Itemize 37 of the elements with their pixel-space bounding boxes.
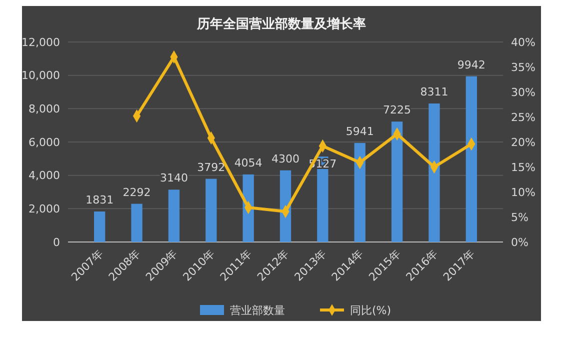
y-tick-label: 10,000 — [22, 69, 60, 82]
y2-tick-label: 10% — [511, 186, 536, 199]
y2-tick-label: 15% — [511, 160, 536, 174]
data-label: 2292 — [122, 186, 151, 199]
y-tick-label: 2,000 — [28, 202, 60, 216]
data-label: 4054 — [234, 156, 262, 170]
data-label: 5941 — [346, 124, 374, 138]
data-label: 3140 — [160, 172, 188, 185]
y2-tick-label: 30% — [511, 86, 536, 99]
bar — [168, 190, 180, 242]
y-tick-label: 6,000 — [28, 136, 60, 149]
legend-label: 同比(%) — [350, 304, 392, 317]
data-label: 4300 — [272, 152, 300, 166]
bar — [131, 204, 142, 242]
data-label: 8311 — [420, 85, 448, 98]
y2-tick-label: 0% — [511, 236, 528, 249]
legend-label: 营业部数量 — [230, 304, 285, 317]
bar — [206, 178, 217, 242]
y-tick-label: 12,000 — [22, 36, 60, 49]
data-label: 9942 — [457, 58, 486, 72]
bar — [428, 103, 440, 242]
data-label: 7225 — [383, 104, 412, 117]
bar — [466, 76, 477, 242]
bar — [354, 142, 366, 242]
chart-title: 历年全国营业部数量及增长率 — [196, 16, 366, 32]
bar — [391, 122, 403, 242]
bar — [94, 211, 106, 242]
data-label: 3792 — [197, 160, 226, 174]
data-label: 1831 — [86, 193, 114, 206]
y2-tick-label: 5% — [511, 210, 528, 224]
y2-tick-label: 20% — [511, 136, 536, 149]
y-tick-label: 4,000 — [28, 169, 60, 182]
y2-tick-label: 40% — [511, 36, 536, 49]
y-tick-label: 8,000 — [28, 102, 60, 116]
y-tick-label: 0 — [53, 236, 60, 249]
y2-tick-label: 25% — [511, 110, 536, 124]
y2-tick-label: 35% — [511, 60, 536, 74]
